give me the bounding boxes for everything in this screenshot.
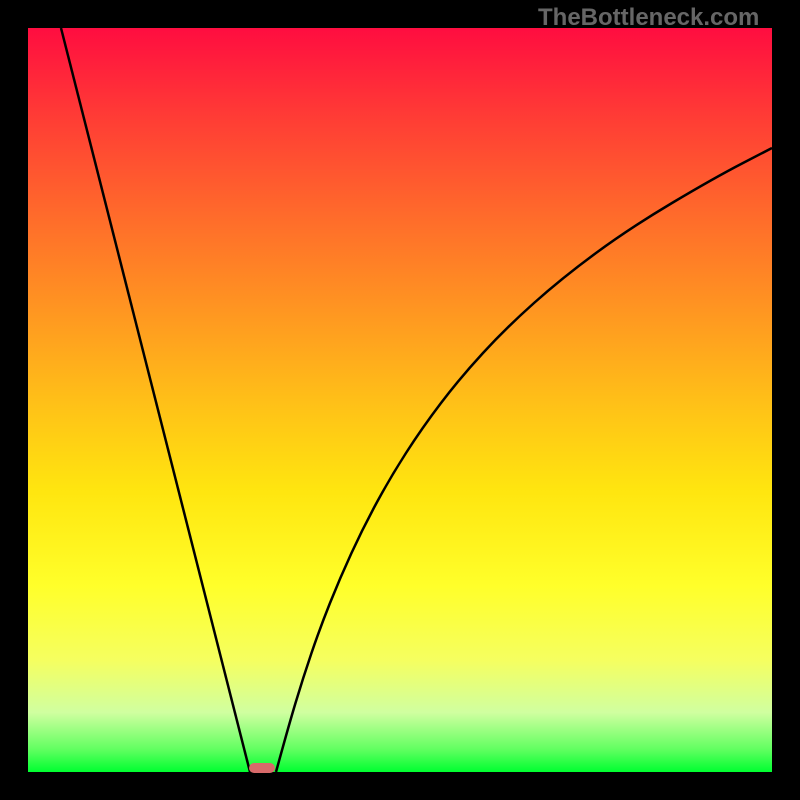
right-v-curve	[276, 148, 772, 772]
curve-overlay	[0, 0, 800, 800]
watermark-text: TheBottleneck.com	[538, 4, 759, 32]
chart-container: TheBottleneck.com	[0, 0, 800, 800]
curve-group	[61, 28, 772, 772]
left-v-line	[61, 28, 250, 772]
bottleneck-marker	[249, 763, 275, 773]
